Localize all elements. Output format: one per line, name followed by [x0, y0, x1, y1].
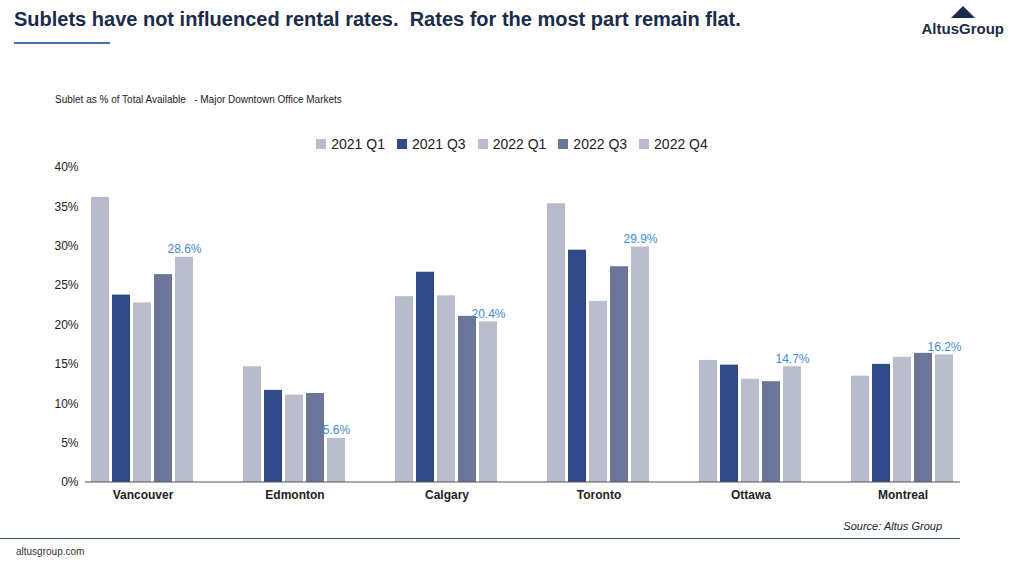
- svg-text:14.7%: 14.7%: [775, 352, 809, 366]
- html-text:Sublet as % of Total Available: Sublet as % of Total Available - Major D…: [55, 94, 342, 105]
- svg-text:16.2%: 16.2%: [927, 340, 961, 354]
- html-text:2021 Q1: 2021 Q1: [331, 136, 385, 152]
- svg-text:Toronto: Toronto: [577, 488, 621, 502]
- svg-text:5.6%: 5.6%: [323, 423, 351, 437]
- svg-text:28.6%: 28.6%: [167, 242, 201, 256]
- html-text:altusgroup.com: altusgroup.com: [16, 546, 85, 557]
- svg-text:20.4%: 20.4%: [471, 307, 505, 321]
- svg-text:25%: 25%: [54, 278, 78, 292]
- html-text:2022 Q1: 2022 Q1: [492, 136, 547, 152]
- svg-text:20%: 20%: [54, 318, 78, 332]
- svg-text:15%: 15%: [54, 357, 78, 371]
- svg-text:30%: 30%: [54, 239, 78, 253]
- svg-text:29.9%: 29.9%: [623, 232, 657, 246]
- html-text:2022 Q3: 2022 Q3: [573, 136, 628, 152]
- html-text:AltusGroup: AltusGroup: [921, 20, 1004, 37]
- svg-text:Edmonton: Edmonton: [265, 488, 324, 502]
- html-text:2021 Q3: 2021 Q3: [411, 136, 466, 152]
- svg-text:5%: 5%: [61, 436, 79, 450]
- svg-text:35%: 35%: [54, 200, 78, 214]
- svg-text:0%: 0%: [61, 475, 79, 489]
- svg-text:Calgary: Calgary: [425, 488, 469, 502]
- html-text:2022 Q4: 2022 Q4: [654, 136, 708, 152]
- svg-text:40%: 40%: [54, 160, 78, 174]
- svg-text:Ottawa: Ottawa: [731, 488, 771, 502]
- svg-text:Vancouver: Vancouver: [113, 488, 174, 502]
- html-text:Source: Altus Group: Source: Altus Group: [843, 520, 942, 532]
- svg-text:Montreal: Montreal: [878, 488, 928, 502]
- html-text:Sublets have not influenced re: Sublets have not influenced rental rates…: [14, 8, 741, 30]
- svg-text:10%: 10%: [54, 397, 78, 411]
